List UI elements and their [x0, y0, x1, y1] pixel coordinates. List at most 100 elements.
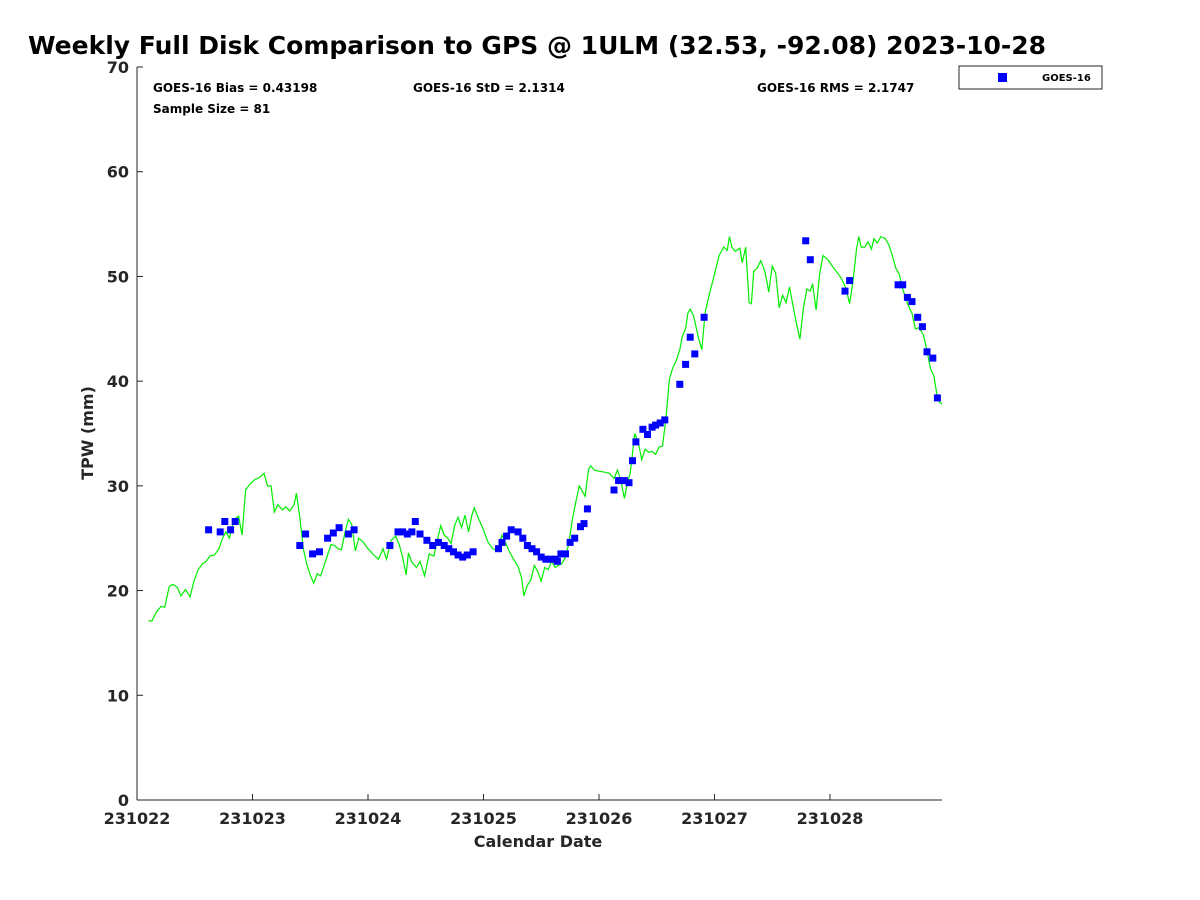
y-tick-label: 40	[107, 372, 129, 391]
goes16-point	[846, 277, 854, 285]
legend-marker	[998, 73, 1007, 82]
goes16-point	[429, 542, 437, 549]
x-tick-label: 231027	[681, 809, 748, 828]
y-tick-label: 30	[107, 477, 129, 496]
goes16-point	[316, 548, 323, 556]
stat-bias: GOES-16 Bias = 0.43198	[153, 81, 317, 95]
goes16-point	[547, 555, 554, 563]
series-layer	[148, 235, 943, 622]
gps-series-line	[148, 235, 943, 622]
goes16-point	[344, 530, 352, 538]
legend-label: GOES-16	[1042, 73, 1091, 84]
goes16-point	[296, 542, 304, 549]
goes16-point	[216, 528, 224, 536]
goes16-point	[894, 281, 902, 289]
y-tick-label: 10	[107, 686, 129, 705]
goes16-point	[533, 548, 541, 556]
legend-box	[958, 65, 1103, 90]
goes16-point	[231, 518, 239, 525]
goes16-point	[450, 548, 457, 556]
goes16-point	[537, 553, 545, 561]
goes16-point	[923, 348, 931, 356]
goes16-point	[686, 333, 694, 341]
goes16-point	[403, 530, 411, 538]
goes16-point	[841, 287, 849, 295]
goes16-point	[918, 323, 926, 331]
goes16-point	[615, 477, 623, 485]
goes16-point	[929, 354, 937, 362]
goes16-point	[454, 551, 462, 559]
goes16-point	[914, 313, 922, 321]
goes16-point	[528, 545, 536, 553]
goes16-point	[620, 477, 628, 485]
goes16-point	[629, 457, 636, 465]
goes16-point	[498, 538, 506, 546]
goes16-point	[903, 293, 911, 301]
goes16-point	[580, 520, 588, 528]
goes16-point	[700, 313, 708, 321]
goes16-point	[691, 350, 699, 358]
goes16-point	[523, 542, 531, 549]
goes16-point	[411, 518, 419, 525]
x-tick-label: 231026	[566, 809, 633, 828]
goes16-point	[423, 536, 431, 544]
goes16-point	[335, 524, 343, 532]
goes16-point	[806, 256, 814, 264]
y-axis-label: TPW (mm)	[78, 386, 97, 480]
goes16-point	[386, 542, 394, 549]
x-tick-label: 231025	[450, 809, 517, 828]
goes16-point	[416, 530, 424, 538]
goes16-point	[802, 237, 810, 245]
goes16-point	[507, 526, 515, 534]
goes16-point	[445, 545, 453, 553]
goes16-point	[394, 528, 402, 536]
goes16-point	[625, 479, 633, 487]
goes16-point	[566, 538, 574, 546]
goes16-point	[205, 526, 213, 534]
y-tick-label: 70	[107, 58, 129, 77]
goes16-point	[514, 528, 522, 536]
goes16-point	[676, 380, 684, 388]
goes16-point	[644, 431, 651, 438]
goes16-point	[329, 529, 337, 537]
goes16-point	[639, 425, 647, 433]
chart-title: Weekly Full Disk Comparison to GPS @ 1UL…	[28, 31, 1046, 60]
goes16-point	[899, 281, 907, 289]
y-ticks: 0 10 20 30 40 50 60 70	[107, 58, 143, 810]
x-tick-label: 231024	[335, 809, 402, 828]
goes16-point	[583, 505, 591, 513]
x-tick-label: 231023	[219, 809, 286, 828]
stat-std: GOES-16 StD = 2.1314	[413, 81, 565, 95]
goes16-point	[399, 528, 407, 536]
goes16-point	[434, 538, 442, 546]
y-tick-label: 0	[118, 791, 129, 810]
stat-rms: GOES-16 RMS = 2.1747	[757, 81, 914, 95]
goes16-point	[309, 550, 317, 558]
goes16-point	[350, 526, 358, 534]
y-tick-label: 50	[107, 267, 129, 286]
goes16-point	[652, 421, 660, 429]
axes	[136, 67, 942, 801]
goes16-point	[221, 518, 229, 525]
goes16-point	[503, 532, 511, 540]
goes16-point	[682, 360, 690, 368]
x-ticks: 231022 231023 231024 231025 231026 231027 2310…	[104, 794, 863, 828]
goes16-point	[463, 551, 471, 559]
goes16-point	[495, 545, 502, 553]
goes16-point	[227, 526, 235, 534]
goes16-point	[408, 528, 416, 536]
goes16-point	[440, 542, 448, 549]
goes16-point	[571, 534, 579, 542]
y-tick-label: 60	[107, 163, 129, 182]
goes16-point	[459, 553, 467, 561]
goes16-point	[933, 394, 941, 402]
x-axis-label: Calendar Date	[474, 832, 603, 851]
goes16-point	[562, 550, 569, 558]
stat-sample-size: Sample Size = 81	[153, 102, 270, 116]
goes16-point	[302, 530, 310, 538]
goes16-point	[908, 298, 916, 306]
goes16-point	[542, 555, 550, 563]
goes16-point	[632, 438, 640, 446]
goes16-point	[324, 534, 332, 542]
